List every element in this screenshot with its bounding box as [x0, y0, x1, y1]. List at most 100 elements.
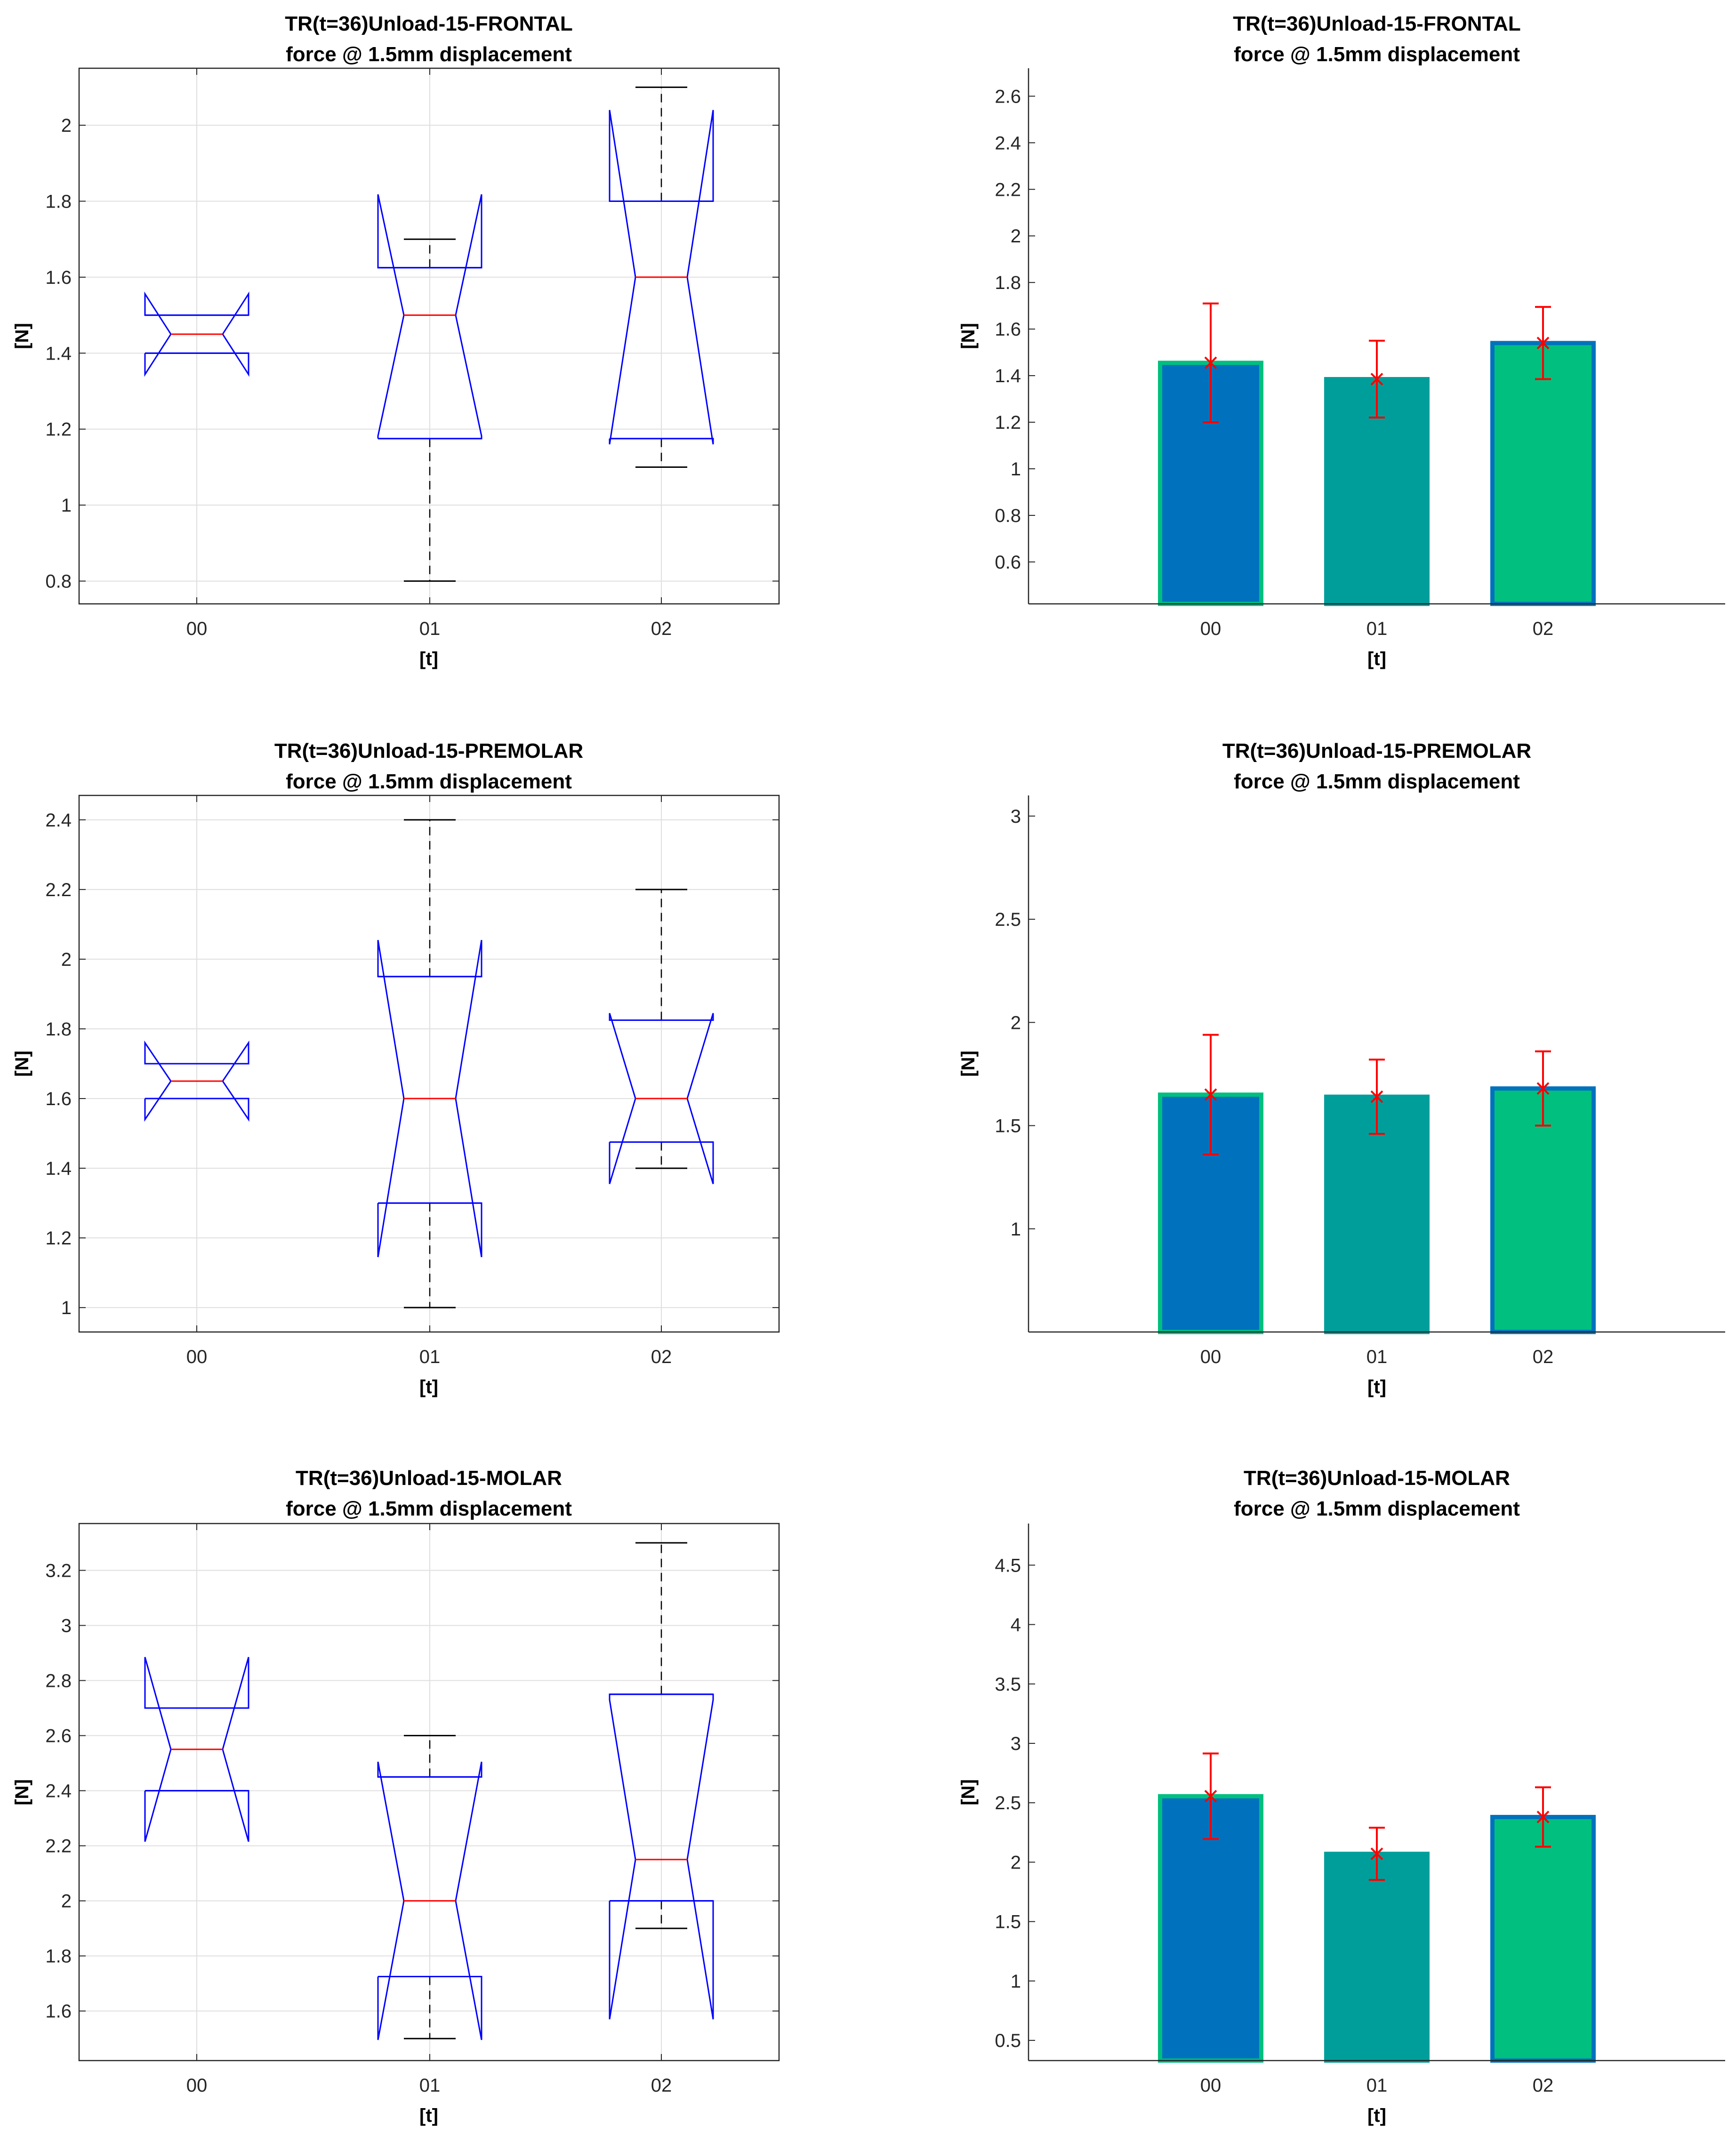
- chart-title-line1: TR(t=36)Unload-15-PREMOLAR: [1222, 739, 1531, 762]
- y-tick-label: 1: [61, 495, 72, 516]
- bar-frontal-panel: TR(t=36)Unload-15-FRONTAL force @ 1.5mm …: [958, 12, 1725, 669]
- y-tick-label: 1.8: [995, 273, 1021, 293]
- y-tick-label: 3: [61, 1615, 72, 1636]
- y-tick-label: 4: [1011, 1615, 1021, 1636]
- bar: [1490, 1086, 1596, 1334]
- y-tick-label: 2.8: [45, 1671, 72, 1692]
- y-tick-label: 1.5: [995, 1912, 1021, 1933]
- y-tick-label: 1.8: [45, 191, 72, 212]
- bar-group-02: [1490, 1786, 1596, 2063]
- y-tick-label: 1.8: [45, 1019, 72, 1040]
- x-axis-label: [t]: [1367, 1377, 1386, 1397]
- x-tick-label: 01: [419, 2075, 441, 2096]
- bar-molar-plot: 0.5 1 1.5 2 2.5 3 3.5 4 4.5 00 01 02: [995, 1524, 1725, 2096]
- chart-title-line1: TR(t=36)Unload-15-PREMOLAR: [274, 739, 583, 762]
- plot-area: [79, 1524, 779, 2061]
- x-axis-label: [t]: [1367, 2105, 1386, 2126]
- bar-premolar-panel: TR(t=36)Unload-15-PREMOLAR force @ 1.5mm…: [958, 739, 1725, 1397]
- chart-title-line2: force @ 1.5mm displacement: [1234, 770, 1520, 793]
- mean-marker: [1204, 1088, 1217, 1101]
- x-tick-label: 00: [186, 1347, 208, 1367]
- y-tick-label: 1: [1011, 459, 1021, 480]
- y-tick-label: 2.5: [995, 1793, 1021, 1813]
- boxplot-frontal-panel: TR(t=36)Unload-15-FRONTAL force @ 1.5mm …: [12, 12, 780, 669]
- y-tick-label: 2.4: [45, 810, 72, 831]
- mean-marker: [1370, 1090, 1383, 1104]
- box-01: [377, 819, 482, 1308]
- y-tick-label: 3: [1011, 1733, 1021, 1754]
- y-tick-label: 2.6: [995, 86, 1021, 107]
- y-axis-label: [N]: [12, 323, 32, 349]
- bar-premolar-plot: 1 1.5 2 2.5 3 00 01 02: [995, 795, 1725, 1367]
- y-tick-label: 2: [61, 115, 72, 136]
- y-tick-label: 2.2: [45, 1836, 72, 1857]
- y-tick-label: 2.5: [995, 909, 1021, 930]
- boxplot-molar-panel: TR(t=36)Unload-15-MOLAR force @ 1.5mm di…: [12, 1467, 780, 2126]
- chart-title-line1: TR(t=36)Unload-15-MOLAR: [1244, 1467, 1510, 1490]
- axes-frame: [78, 1523, 780, 2062]
- y-tick-label: 1: [61, 1298, 72, 1318]
- chart-title-line2: force @ 1.5mm displacement: [1234, 1497, 1520, 1520]
- box-01: [377, 194, 482, 582]
- box-01: [377, 1735, 482, 2040]
- chart-title-line1: TR(t=36)Unload-15-FRONTAL: [285, 12, 573, 35]
- x-tick-label: 02: [1533, 1347, 1554, 1367]
- x-tick-label: 01: [1366, 2075, 1388, 2096]
- chart-title-line2: force @ 1.5mm displacement: [286, 43, 572, 66]
- boxplot-molar-plot: 1.6 1.8 2 2.2 2.4 2.6 2.8 3 3.2 00 01 02: [45, 1523, 780, 2096]
- y-tick-label: 4.5: [995, 1555, 1021, 1576]
- y-tick-label: 1.8: [45, 1946, 72, 1967]
- y-tick-label: 2.6: [45, 1726, 72, 1747]
- box-00: [144, 291, 249, 377]
- y-tick-label: 2.2: [995, 179, 1021, 200]
- y-tick-label: 1.4: [995, 366, 1021, 386]
- y-tick-label: 0.8: [995, 505, 1021, 526]
- x-axis-label: [t]: [419, 649, 438, 669]
- bar-group-02: [1490, 1050, 1596, 1334]
- x-tick-label: 02: [1533, 2075, 1554, 2096]
- bar-group-00: [1158, 1752, 1263, 2063]
- y-tick-label: 2.2: [45, 880, 72, 900]
- x-tick-label: 00: [186, 2075, 208, 2096]
- bar: [1490, 1815, 1596, 2063]
- mean-marker: [1204, 1789, 1217, 1803]
- boxplot-premolar-panel: TR(t=36)Unload-15-PREMOLAR force @ 1.5mm…: [12, 739, 780, 1397]
- chart-title-line2: force @ 1.5mm displacement: [286, 1497, 572, 1520]
- y-tick-label: 2: [1011, 1012, 1021, 1033]
- bar-group-01: [1324, 1059, 1430, 1334]
- y-axis-label: [N]: [958, 1051, 979, 1077]
- y-tick-label: 1.4: [45, 343, 72, 364]
- bar-group-01: [1324, 1827, 1430, 2063]
- mean-marker: [1536, 1810, 1550, 1824]
- y-tick-label: 2: [1011, 226, 1021, 247]
- y-axis-label: [N]: [12, 1051, 32, 1077]
- boxplot-frontal-plot: 0.8 1 1.2 1.4 1.6 1.8 2 00 01 02: [45, 67, 780, 639]
- box-02: [609, 1542, 714, 2020]
- y-tick-label: 2.4: [45, 1781, 72, 1802]
- box-00: [144, 1040, 249, 1122]
- x-tick-label: 01: [419, 1347, 441, 1367]
- y-tick-label: 2.4: [995, 133, 1021, 153]
- y-tick-label: 0.8: [45, 571, 72, 592]
- box-02: [609, 86, 714, 468]
- x-tick-label: 00: [186, 618, 208, 639]
- mean-marker: [1370, 1847, 1383, 1861]
- y-tick-label: 1.4: [45, 1158, 72, 1179]
- bar: [1158, 1794, 1263, 2063]
- mean-marker: [1204, 356, 1217, 369]
- chart-title-line1: TR(t=36)Unload-15-MOLAR: [296, 1467, 562, 1490]
- bar: [1490, 341, 1596, 606]
- chart-title-line2: force @ 1.5mm displacement: [1234, 43, 1520, 66]
- box-00: [144, 1657, 249, 1842]
- y-tick-label: 1: [1011, 1971, 1021, 1992]
- y-axis-label: [N]: [958, 323, 979, 349]
- y-tick-label: 1.6: [45, 267, 72, 288]
- y-tick-label: 2: [61, 1891, 72, 1912]
- x-axis-label: [t]: [419, 2105, 438, 2126]
- y-tick-label: 0.5: [995, 2030, 1021, 2051]
- y-tick-label: 3.5: [995, 1674, 1021, 1695]
- x-tick-label: 02: [651, 618, 672, 639]
- x-tick-label: 01: [1366, 1347, 1388, 1367]
- x-tick-label: 02: [651, 2075, 672, 2096]
